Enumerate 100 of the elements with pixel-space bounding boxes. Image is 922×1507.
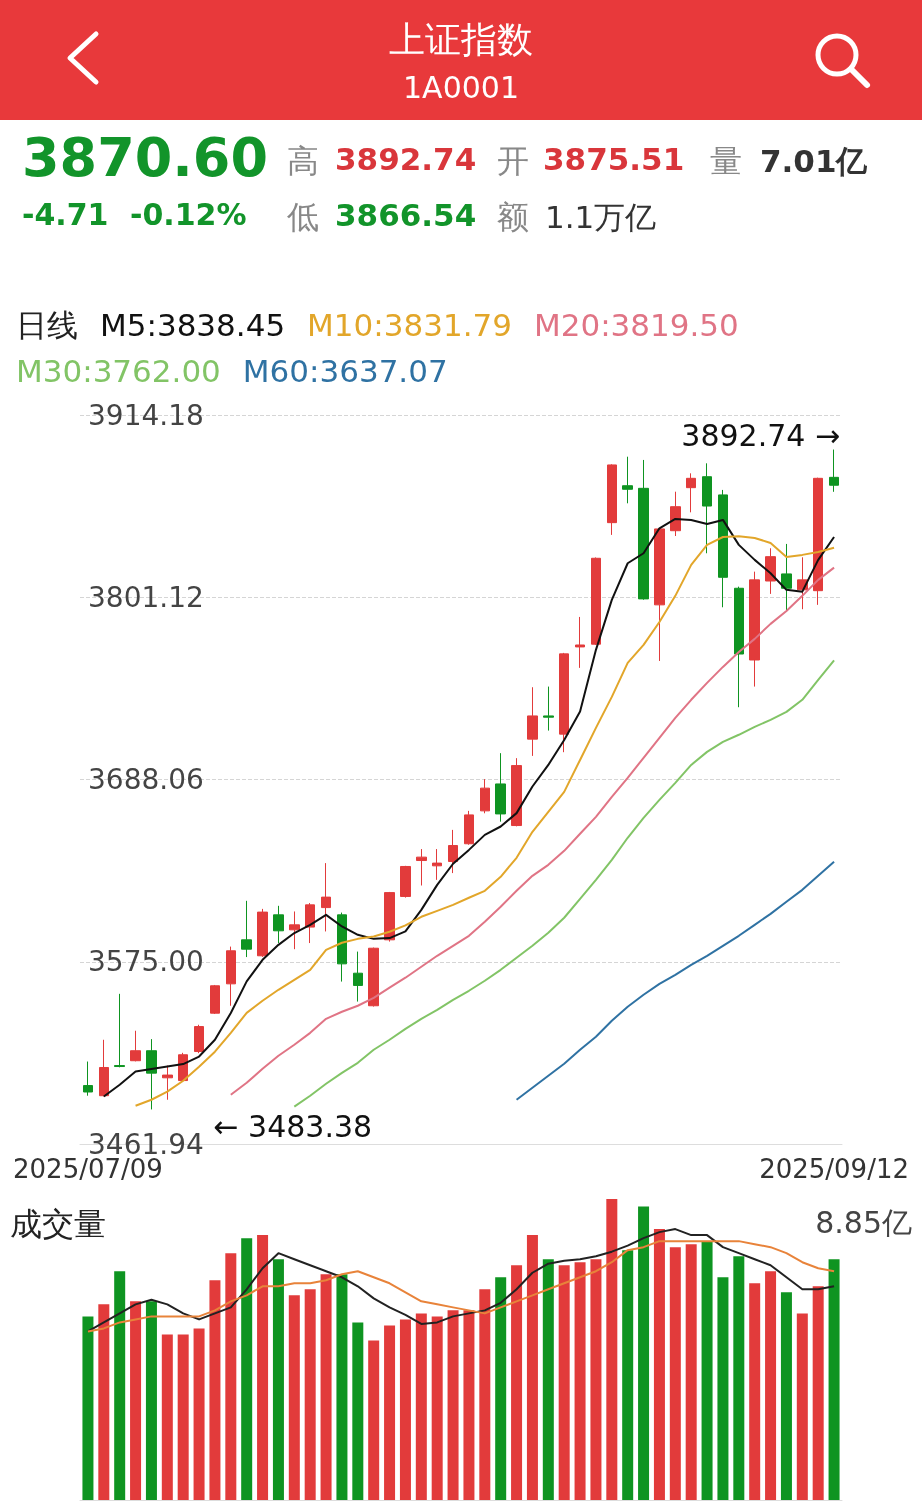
bar xyxy=(399,1319,411,1500)
candlestick xyxy=(559,652,569,753)
candlestick xyxy=(241,900,252,958)
candlestick xyxy=(638,459,649,601)
candlestick xyxy=(622,456,633,504)
candlestick xyxy=(337,912,347,983)
text: -4.71 xyxy=(22,197,109,232)
bar xyxy=(145,1301,157,1500)
bar xyxy=(638,1206,650,1500)
candlestick xyxy=(480,778,490,814)
x-tick-label: 2025/09/12 xyxy=(759,1154,909,1184)
bar xyxy=(288,1295,300,1500)
candlestick xyxy=(511,757,522,827)
y-tick-label: 3575.00 xyxy=(88,945,204,979)
candlestick xyxy=(99,1039,109,1097)
annotation: 8.85亿 xyxy=(815,1204,912,1242)
annotation: 3892.74 → xyxy=(681,418,841,454)
bar xyxy=(812,1286,824,1500)
candlestick xyxy=(416,848,427,886)
bar xyxy=(161,1334,173,1500)
bar xyxy=(272,1259,284,1500)
legend-title: 日线 xyxy=(16,306,78,345)
bar xyxy=(320,1274,332,1500)
text: 量 xyxy=(710,141,742,182)
candlestick xyxy=(464,810,474,846)
candlestick xyxy=(495,752,506,823)
bar xyxy=(130,1301,142,1500)
bar xyxy=(384,1325,396,1500)
y-tick-label: 3801.12 xyxy=(88,580,204,614)
bar xyxy=(828,1259,840,1500)
line-series xyxy=(515,860,836,1101)
candlestick xyxy=(289,910,300,950)
y-tick-label: 3914.18 xyxy=(88,398,204,432)
candlestick xyxy=(829,449,839,493)
text: M5:3838.45 xyxy=(100,306,286,345)
candlestick xyxy=(813,477,823,606)
chart-subtitle: 1A0001 xyxy=(402,70,520,105)
bar xyxy=(82,1316,94,1500)
candlestick xyxy=(781,543,792,613)
bar xyxy=(447,1310,459,1500)
candlestick xyxy=(257,908,268,958)
text: 3870.60 xyxy=(22,126,268,189)
candlestick xyxy=(575,616,585,669)
bar xyxy=(526,1235,538,1500)
candlestick xyxy=(527,686,538,757)
bar xyxy=(590,1259,602,1500)
candlestick xyxy=(734,586,744,708)
candlestick xyxy=(130,1030,141,1062)
bar xyxy=(114,1271,126,1500)
bar xyxy=(177,1334,189,1500)
bar xyxy=(479,1289,491,1500)
text: M20:3819.50 xyxy=(533,306,739,345)
candlestick xyxy=(194,1024,204,1054)
bar xyxy=(415,1313,427,1500)
candlestick xyxy=(718,489,728,608)
chart-title: 成交量 xyxy=(10,1204,106,1245)
bar xyxy=(495,1277,507,1500)
chart-title: 上证指数 xyxy=(388,18,534,62)
text: M10:3831.79 xyxy=(307,306,512,345)
text: 3875.51 xyxy=(543,141,685,177)
candlestick xyxy=(384,891,395,943)
candlestick xyxy=(686,472,696,513)
candlestick xyxy=(83,1061,93,1097)
candlestick xyxy=(273,905,284,944)
candlestick xyxy=(591,556,601,646)
bar xyxy=(209,1280,221,1500)
candlestick xyxy=(353,951,363,1003)
candlestick xyxy=(670,491,681,537)
bar xyxy=(622,1250,634,1500)
candlestick xyxy=(607,463,617,536)
bar xyxy=(98,1304,110,1500)
line-series xyxy=(229,566,836,1096)
bar xyxy=(653,1229,665,1500)
text: 7.01亿 xyxy=(760,142,868,181)
bar xyxy=(463,1310,475,1500)
y-tick-label: 3688.06 xyxy=(88,763,204,796)
text: -0.12% xyxy=(130,197,247,232)
bar xyxy=(431,1316,443,1500)
bar xyxy=(574,1262,586,1500)
bar xyxy=(749,1283,761,1500)
bar xyxy=(765,1271,777,1500)
candlestick xyxy=(400,865,411,899)
bar xyxy=(352,1322,364,1500)
bar xyxy=(733,1256,745,1500)
text: M60:3637.07 xyxy=(242,352,448,391)
candlestick xyxy=(162,1065,173,1101)
bar xyxy=(193,1328,205,1500)
bar xyxy=(685,1244,697,1500)
annotation: ← 3483.38 xyxy=(213,1108,373,1144)
bar xyxy=(542,1259,554,1500)
bar xyxy=(606,1199,618,1500)
bar xyxy=(241,1238,253,1500)
candlestick xyxy=(448,829,458,874)
text: 额 xyxy=(497,197,529,238)
candlestick xyxy=(146,1038,157,1110)
bar xyxy=(336,1274,348,1500)
bar xyxy=(368,1340,380,1500)
text: 高 xyxy=(287,141,319,182)
bar xyxy=(225,1253,237,1500)
bar xyxy=(304,1289,316,1500)
